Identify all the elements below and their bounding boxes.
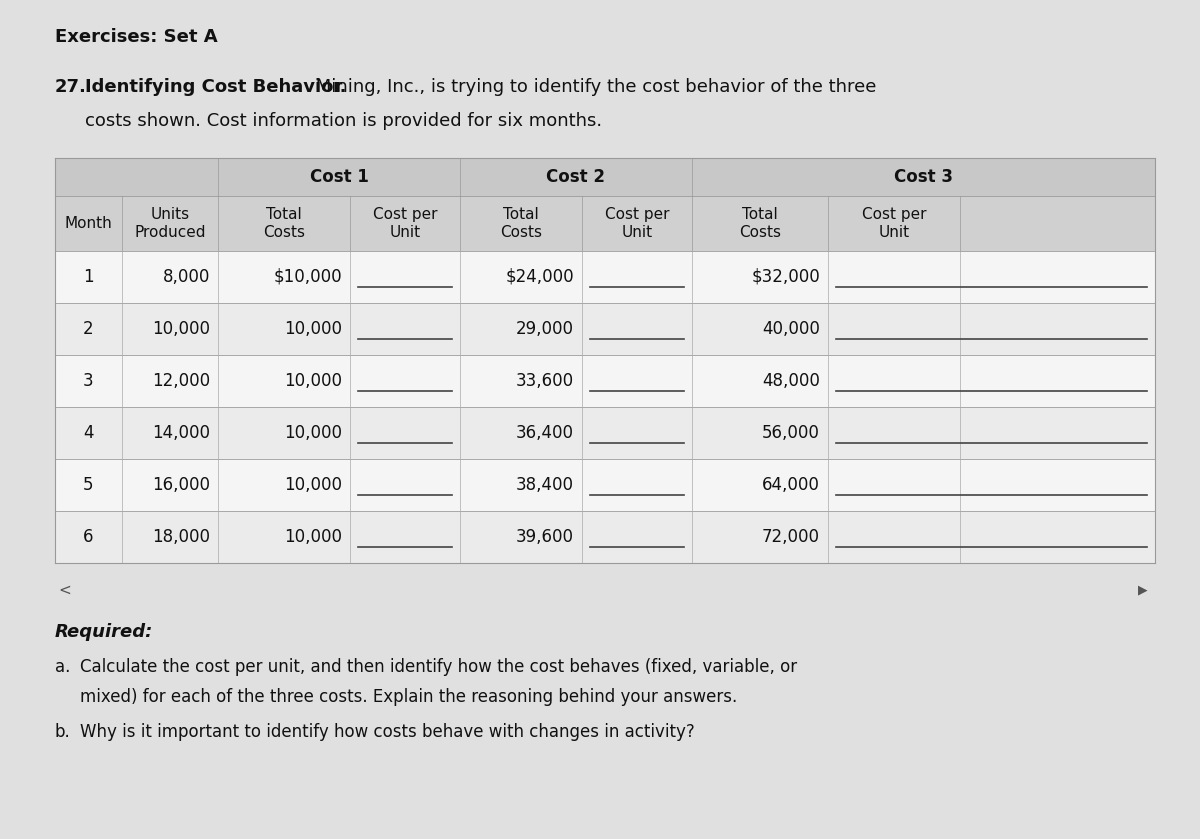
Bar bbox=[55, 407, 1154, 459]
Text: Exercises: Set A: Exercises: Set A bbox=[55, 28, 217, 46]
Text: costs shown. Cost information is provided for six months.: costs shown. Cost information is provide… bbox=[85, 112, 602, 130]
Text: <: < bbox=[58, 583, 71, 598]
Text: Mining, Inc., is trying to identify the cost behavior of the three: Mining, Inc., is trying to identify the … bbox=[310, 78, 876, 96]
Text: Calculate the cost per unit, and then identify how the cost behaves (fixed, vari: Calculate the cost per unit, and then id… bbox=[80, 658, 797, 676]
Text: Required:: Required: bbox=[55, 623, 154, 641]
Text: Total
Costs: Total Costs bbox=[739, 206, 781, 240]
Text: Total
Costs: Total Costs bbox=[263, 206, 305, 240]
Text: 40,000: 40,000 bbox=[762, 320, 820, 338]
Bar bbox=[55, 459, 1154, 511]
Text: 29,000: 29,000 bbox=[516, 320, 574, 338]
Text: 12,000: 12,000 bbox=[152, 372, 210, 390]
Text: 56,000: 56,000 bbox=[762, 424, 820, 442]
Text: 18,000: 18,000 bbox=[152, 528, 210, 546]
Text: Identifying Cost Behavior.: Identifying Cost Behavior. bbox=[85, 78, 347, 96]
Text: $24,000: $24,000 bbox=[505, 268, 574, 286]
Text: Total
Costs: Total Costs bbox=[500, 206, 542, 240]
Text: Units
Produced: Units Produced bbox=[134, 206, 205, 240]
Text: 10,000: 10,000 bbox=[284, 476, 342, 494]
Text: Month: Month bbox=[65, 216, 113, 231]
Text: Why is it important to identify how costs behave with changes in activity?: Why is it important to identify how cost… bbox=[80, 723, 695, 741]
Text: 10,000: 10,000 bbox=[284, 372, 342, 390]
Text: Cost 1: Cost 1 bbox=[310, 168, 368, 186]
Text: 8,000: 8,000 bbox=[163, 268, 210, 286]
Text: 4: 4 bbox=[83, 424, 94, 442]
Text: 39,600: 39,600 bbox=[516, 528, 574, 546]
Text: Cost per
Unit: Cost per Unit bbox=[605, 206, 670, 240]
Text: mixed) for each of the three costs. Explain the reasoning behind your answers.: mixed) for each of the three costs. Expl… bbox=[80, 688, 737, 706]
Bar bbox=[55, 303, 1154, 355]
Text: 27.: 27. bbox=[55, 78, 86, 96]
Text: 38,400: 38,400 bbox=[516, 476, 574, 494]
Text: 5: 5 bbox=[83, 476, 94, 494]
Text: a.: a. bbox=[55, 658, 71, 676]
Bar bbox=[55, 355, 1154, 407]
Text: 10,000: 10,000 bbox=[284, 424, 342, 442]
Text: 64,000: 64,000 bbox=[762, 476, 820, 494]
Text: 2: 2 bbox=[83, 320, 94, 338]
Text: Cost 2: Cost 2 bbox=[546, 168, 606, 186]
Bar bbox=[55, 196, 1154, 251]
Text: $32,000: $32,000 bbox=[751, 268, 820, 286]
Text: 10,000: 10,000 bbox=[284, 528, 342, 546]
Text: 6: 6 bbox=[83, 528, 94, 546]
Text: 16,000: 16,000 bbox=[152, 476, 210, 494]
Text: 10,000: 10,000 bbox=[284, 320, 342, 338]
Text: 3: 3 bbox=[83, 372, 94, 390]
Bar bbox=[55, 158, 1154, 196]
Bar bbox=[55, 251, 1154, 303]
Text: ▶: ▶ bbox=[1139, 583, 1148, 596]
Text: 1: 1 bbox=[83, 268, 94, 286]
Text: 33,600: 33,600 bbox=[516, 372, 574, 390]
Text: $10,000: $10,000 bbox=[274, 268, 342, 286]
Text: 14,000: 14,000 bbox=[152, 424, 210, 442]
Bar bbox=[55, 511, 1154, 563]
Text: 36,400: 36,400 bbox=[516, 424, 574, 442]
Text: Cost per
Unit: Cost per Unit bbox=[373, 206, 437, 240]
Text: 48,000: 48,000 bbox=[762, 372, 820, 390]
Text: Cost 3: Cost 3 bbox=[894, 168, 953, 186]
Text: Cost per
Unit: Cost per Unit bbox=[862, 206, 926, 240]
Text: 10,000: 10,000 bbox=[152, 320, 210, 338]
Text: 72,000: 72,000 bbox=[762, 528, 820, 546]
Text: b.: b. bbox=[55, 723, 71, 741]
